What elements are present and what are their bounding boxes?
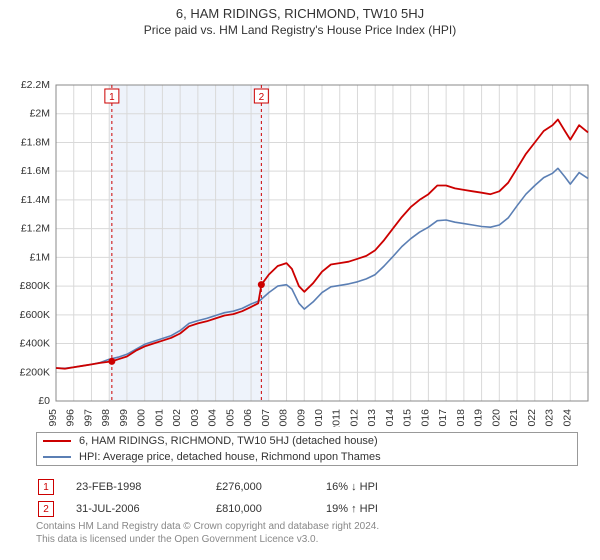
svg-text:1998: 1998 <box>100 409 112 427</box>
legend-swatch <box>43 440 71 442</box>
svg-text:£0: £0 <box>38 395 50 407</box>
svg-text:2024: 2024 <box>561 409 573 427</box>
svg-text:2011: 2011 <box>331 409 343 427</box>
sale-price: £810,000 <box>216 503 326 515</box>
svg-text:1999: 1999 <box>118 409 130 427</box>
attribution: Contains HM Land Registry data © Crown c… <box>36 520 576 546</box>
svg-text:2: 2 <box>259 92 265 103</box>
svg-text:2003: 2003 <box>189 409 201 427</box>
svg-text:£1M: £1M <box>30 251 50 263</box>
svg-text:2006: 2006 <box>242 409 254 427</box>
svg-text:2007: 2007 <box>260 409 272 427</box>
svg-text:2000: 2000 <box>136 409 148 427</box>
svg-text:2016: 2016 <box>419 409 431 427</box>
sale-row: 2 31-JUL-2006 £810,000 19% ↑ HPI <box>36 498 576 520</box>
svg-text:2002: 2002 <box>171 409 183 427</box>
svg-text:1: 1 <box>109 92 115 103</box>
svg-text:£1.8M: £1.8M <box>21 136 50 148</box>
page-title: 6, HAM RIDINGS, RICHMOND, TW10 5HJ <box>0 0 600 21</box>
svg-text:2008: 2008 <box>278 409 290 427</box>
svg-text:2018: 2018 <box>455 409 467 427</box>
svg-text:1997: 1997 <box>82 409 94 427</box>
svg-text:£800K: £800K <box>20 280 50 292</box>
legend-item: 6, HAM RIDINGS, RICHMOND, TW10 5HJ (deta… <box>37 433 577 449</box>
svg-text:£600K: £600K <box>20 309 50 321</box>
legend-label: HPI: Average price, detached house, Rich… <box>79 451 381 463</box>
svg-text:£2.2M: £2.2M <box>21 79 50 91</box>
svg-text:2004: 2004 <box>207 409 219 427</box>
legend-label: 6, HAM RIDINGS, RICHMOND, TW10 5HJ (deta… <box>79 435 378 447</box>
svg-text:£400K: £400K <box>20 338 50 350</box>
svg-text:2012: 2012 <box>348 409 360 427</box>
svg-text:2019: 2019 <box>473 409 485 427</box>
sale-delta: 19% ↑ HPI <box>326 503 446 515</box>
page-subtitle: Price paid vs. HM Land Registry's House … <box>0 21 600 41</box>
attribution-line: Contains HM Land Registry data © Crown c… <box>36 520 576 533</box>
svg-text:2010: 2010 <box>313 409 325 427</box>
svg-text:£2M: £2M <box>30 108 50 120</box>
sale-date: 23-FEB-1998 <box>76 481 216 493</box>
svg-text:1996: 1996 <box>65 409 77 427</box>
svg-text:2013: 2013 <box>366 409 378 427</box>
legend-swatch <box>43 456 71 458</box>
price-chart: £0 £200K £400K £600K £800K £1M £1.2M £1.4M £1.6M… <box>0 41 600 427</box>
sale-marker-icon: 2 <box>38 501 54 517</box>
sale-row: 1 23-FEB-1998 £276,000 16% ↓ HPI <box>36 476 576 498</box>
sales-table: 1 23-FEB-1998 £276,000 16% ↓ HPI 2 31-JU… <box>36 476 576 520</box>
svg-text:2014: 2014 <box>384 409 396 427</box>
svg-text:£1.6M: £1.6M <box>21 165 50 177</box>
svg-text:£1.2M: £1.2M <box>21 223 50 235</box>
svg-text:£200K: £200K <box>20 366 50 378</box>
svg-text:2017: 2017 <box>437 409 449 427</box>
attribution-line: This data is licensed under the Open Gov… <box>36 533 576 546</box>
legend: 6, HAM RIDINGS, RICHMOND, TW10 5HJ (deta… <box>36 432 578 466</box>
sale-price: £276,000 <box>216 481 326 493</box>
svg-text:2023: 2023 <box>544 409 556 427</box>
svg-text:2009: 2009 <box>295 409 307 427</box>
svg-text:2020: 2020 <box>490 409 502 427</box>
svg-text:£1.4M: £1.4M <box>21 194 50 206</box>
sale-delta: 16% ↓ HPI <box>326 481 446 493</box>
svg-text:1995: 1995 <box>47 409 59 427</box>
sale-marker-icon: 1 <box>38 479 54 495</box>
svg-text:2022: 2022 <box>526 409 538 427</box>
svg-text:2005: 2005 <box>224 409 236 427</box>
legend-item: HPI: Average price, detached house, Rich… <box>37 449 577 465</box>
svg-text:2021: 2021 <box>508 409 520 427</box>
sale-date: 31-JUL-2006 <box>76 503 216 515</box>
svg-text:2001: 2001 <box>153 409 165 427</box>
svg-text:2015: 2015 <box>402 409 414 427</box>
